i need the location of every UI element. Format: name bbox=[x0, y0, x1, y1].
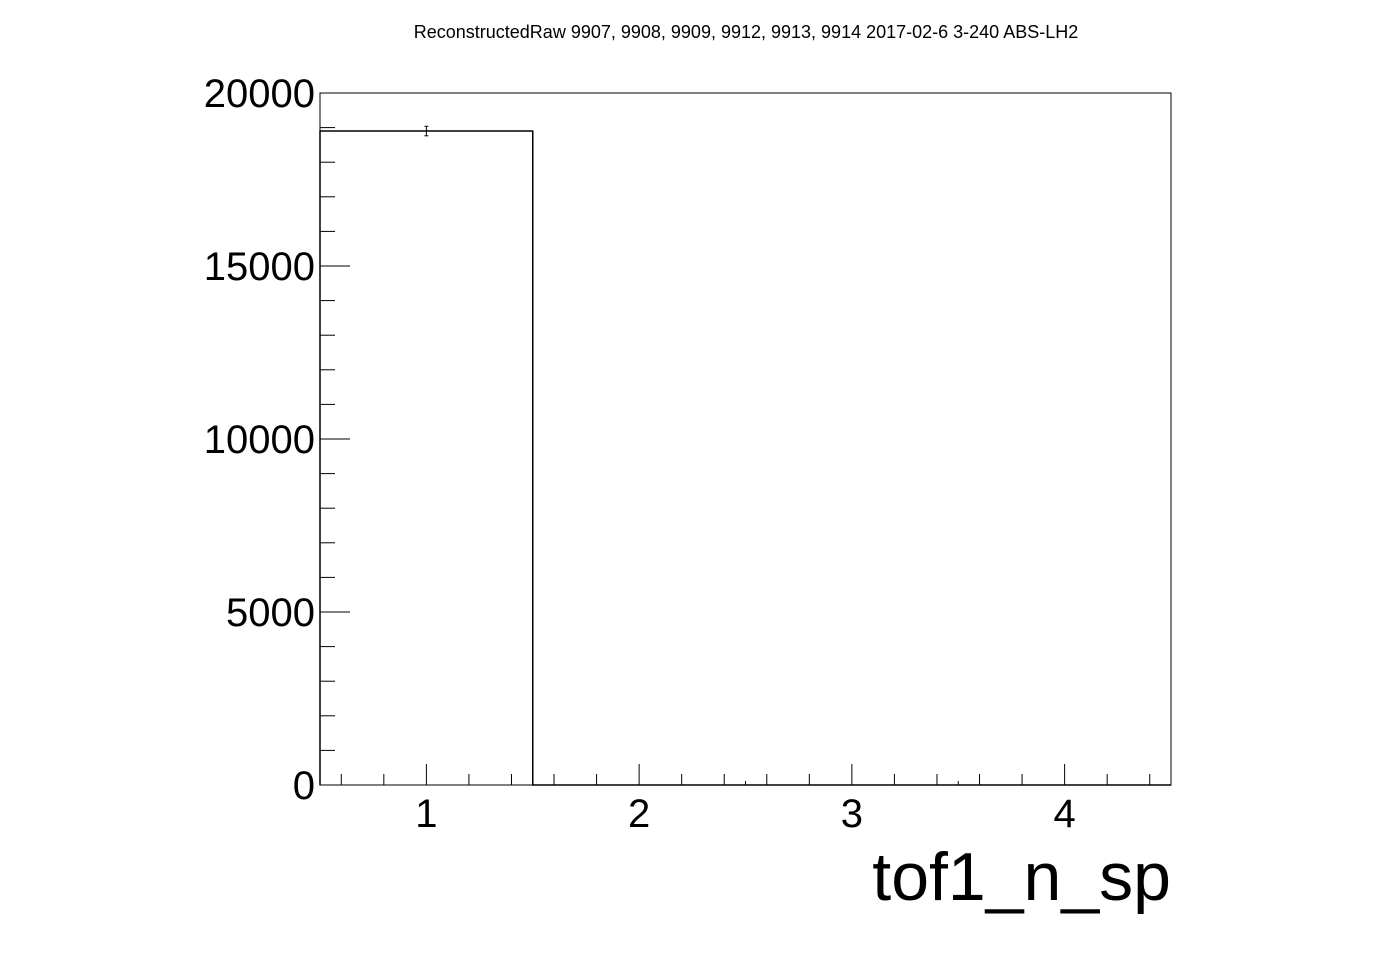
y-tick-label: 15000 bbox=[204, 245, 315, 289]
x-tick-label: 2 bbox=[628, 792, 650, 836]
y-tick-label: 5000 bbox=[226, 591, 315, 635]
y-tick-label: 10000 bbox=[204, 418, 315, 462]
x-tick-label: 4 bbox=[1054, 792, 1076, 836]
histogram-bins bbox=[319, 125, 1171, 786]
y-tick-label: 20000 bbox=[204, 72, 315, 116]
x-tick-label: 1 bbox=[415, 792, 437, 836]
histogram-outline bbox=[319, 130, 1171, 786]
plot-frame bbox=[319, 92, 1172, 786]
x-axis: 1 2 3 4 bbox=[319, 764, 1172, 836]
chart-title: ReconstructedRaw 9907, 9908, 9909, 9912,… bbox=[414, 22, 1078, 42]
y-axis: 0 5000 10000 15000 20000 bbox=[204, 72, 350, 808]
y-tick-label: 0 bbox=[293, 764, 315, 808]
x-axis-label: tof1_n_sp bbox=[872, 839, 1171, 915]
x-tick-label: 3 bbox=[841, 792, 863, 836]
